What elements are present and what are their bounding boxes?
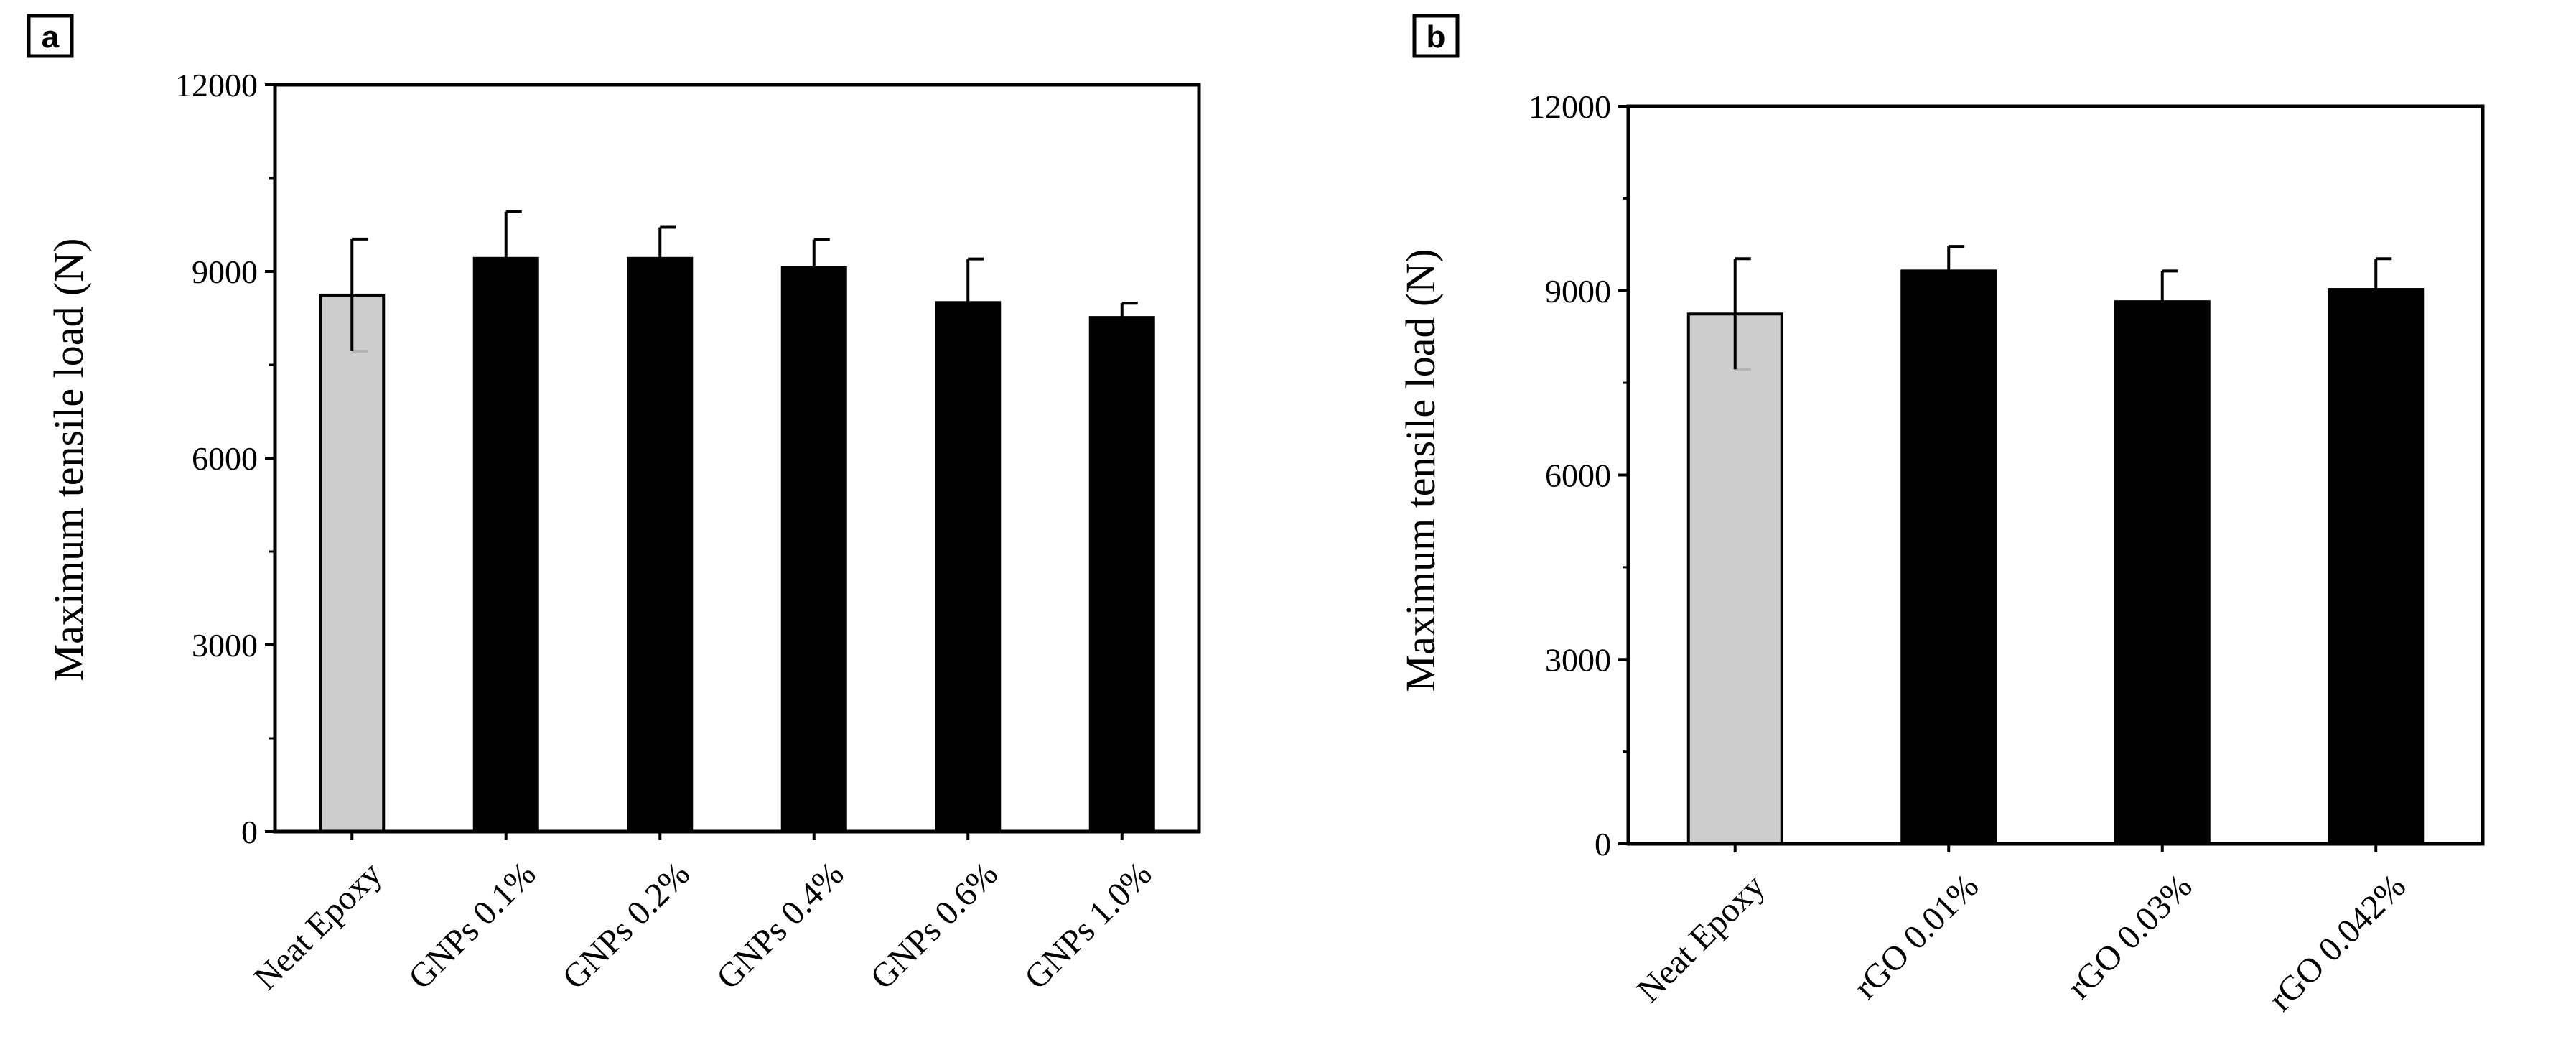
panel-a-x-tick-label: GNPs 0.6%: [863, 855, 1005, 997]
panel-a-bar-0: [319, 293, 386, 833]
panel-b-x-tick-label: rGO 0.01%: [1847, 867, 1986, 1006]
panel-b-y-tick-label: 3000: [1545, 641, 1611, 678]
panel-b-chart: b 0 3000 6000 9000 12000 Neat Epoxy rGO 0.01% r…: [1397, 14, 2485, 1018]
panel-b-bar-1: [1900, 269, 1997, 845]
panel-a-x-tick-label: GNPs 0.4%: [709, 855, 851, 997]
panel-a-plot-frame: [273, 83, 1201, 834]
panel-b-bar-3: [2328, 288, 2425, 845]
panel-b-bar-2: [2114, 300, 2211, 845]
panel-b-x-tick-label: Neat Epoxy: [1630, 867, 1773, 1010]
panel-a-x-tick-label: GNPs 1.0%: [1017, 855, 1159, 997]
panel-b-label-box: [1412, 14, 1460, 58]
panel-b-y-tick-label: 9000: [1545, 273, 1611, 310]
panel-a-label-box: [27, 14, 74, 58]
panel-a-bar-5: [1088, 316, 1155, 833]
panel-b-plot-frame: [1626, 104, 2485, 846]
panel-b-y-tick-label: 0: [1595, 826, 1611, 862]
panel-a-x-tick-label: Neat Epoxy: [246, 855, 389, 997]
panel-b-y-axis-label: Maximum tensile load (N): [1397, 249, 1444, 692]
panel-a-bar-4: [935, 301, 1002, 834]
panel-b-x-tick-label: rGO 0.042%: [2262, 867, 2413, 1018]
panel-b-bar-0: [1686, 312, 1783, 845]
panel-b-y-tick-label: 12000: [1529, 88, 1611, 125]
panel-b-label: b: [1427, 19, 1446, 55]
panel-b-y-tick-label: 6000: [1545, 457, 1611, 494]
panel-a-bar-1: [472, 256, 539, 833]
panel-a-bar-2: [627, 256, 694, 833]
panel-a-y-tick-label: 3000: [192, 627, 258, 664]
panel-a-label: a: [42, 19, 60, 55]
panel-b-x-tick-label: rGO 0.03%: [2061, 867, 2200, 1006]
panel-a-x-tick-label: GNPs 0.2%: [555, 855, 697, 997]
panel-a-y-axis-label: Maximum tensile load (N): [45, 238, 92, 682]
panel-a-y-tick-label: 9000: [192, 253, 258, 290]
panel-a-y-tick-label: 6000: [192, 440, 258, 477]
panel-a-y-tick-label: 12000: [175, 67, 258, 103]
panel-a-x-tick-label: GNPs 0.1%: [401, 855, 543, 997]
panel-a-bar-3: [780, 266, 847, 833]
panel-a-y-tick-label: 0: [241, 814, 258, 850]
